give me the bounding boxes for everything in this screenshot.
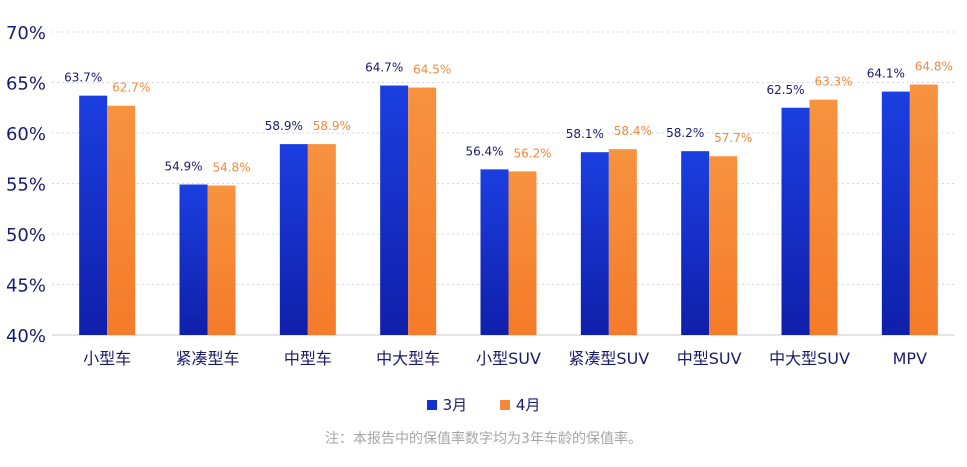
bar-march [681, 151, 710, 335]
bar-april [608, 149, 637, 335]
data-label-april: 64.8% [915, 60, 953, 74]
data-label-april: 56.2% [513, 146, 551, 160]
data-label-march: 63.7% [64, 71, 102, 85]
x-tick-label: MPV [893, 349, 927, 368]
data-label-march: 56.4% [465, 144, 503, 158]
legend-label-april: 4月 [515, 396, 541, 414]
bar-april [307, 144, 336, 335]
x-tick-label: 小型车 [83, 349, 131, 368]
legend-swatch-april [499, 399, 510, 410]
data-label-march: 62.5% [766, 83, 804, 97]
y-tick-label: 65% [6, 74, 46, 95]
y-tick-label: 70% [6, 23, 46, 44]
bar-march [79, 95, 108, 335]
bar-march [781, 107, 810, 335]
y-tick-label: 45% [6, 276, 46, 297]
data-label-april: 58.4% [614, 124, 652, 138]
legend-swatch-march [426, 399, 437, 410]
bar-march [279, 144, 308, 335]
legend-item-april: 4月 [499, 394, 541, 415]
data-label-april: 54.8% [212, 161, 250, 175]
bar-march [380, 85, 409, 335]
bar-april [709, 156, 738, 335]
x-tick-label: 中型车 [284, 349, 332, 368]
bar-april [508, 171, 537, 335]
bar-march [179, 184, 208, 335]
x-tick-label: 中型SUV [677, 349, 742, 368]
bar-march [480, 169, 509, 335]
x-tick-label: 小型SUV [476, 349, 541, 368]
y-tick-label: 40% [6, 326, 46, 347]
bar-april [207, 185, 236, 335]
bar-april [809, 99, 838, 335]
chart-legend: 3月 4月 [0, 394, 967, 415]
data-label-april: 58.9% [313, 119, 351, 133]
x-tick-label: 中大型车 [376, 349, 440, 368]
data-label-march: 58.1% [566, 127, 604, 141]
x-tick-label: 紧凑型SUV [568, 349, 649, 368]
y-tick-label: 50% [6, 225, 46, 246]
data-label-april: 64.5% [413, 63, 451, 77]
bar-march [580, 152, 609, 335]
footnote: 注：本报告中的保值率数字均为3年车龄的保值率。 [325, 431, 642, 447]
x-tick-label: 中大型SUV [769, 349, 850, 368]
y-tick-label: 55% [6, 175, 46, 196]
data-label-march: 54.9% [164, 160, 202, 174]
data-label-march: 58.2% [666, 126, 704, 140]
data-label-march: 64.7% [365, 61, 403, 75]
data-label-april: 62.7% [112, 81, 150, 95]
legend-item-march: 3月 [426, 394, 468, 415]
data-label-march: 64.1% [867, 67, 905, 81]
x-tick-label: 紧凑型车 [175, 349, 239, 368]
data-label-april: 63.3% [814, 75, 852, 89]
bar-april [909, 84, 938, 336]
bar-april [408, 87, 437, 335]
data-label-march: 58.9% [265, 119, 303, 133]
bar-april [107, 105, 136, 335]
y-tick-label: 60% [6, 124, 46, 145]
legend-label-march: 3月 [442, 396, 468, 414]
bar-march [881, 91, 910, 335]
data-label-april: 57.7% [714, 131, 752, 145]
